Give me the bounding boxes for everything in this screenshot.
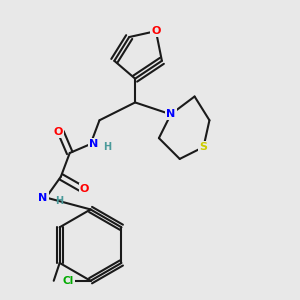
Text: Cl: Cl bbox=[63, 276, 74, 286]
Text: N: N bbox=[38, 193, 48, 202]
Text: O: O bbox=[53, 127, 62, 137]
Text: N: N bbox=[166, 109, 176, 119]
Text: H: H bbox=[55, 196, 63, 206]
Text: O: O bbox=[80, 184, 89, 194]
Text: H: H bbox=[103, 142, 111, 152]
Text: S: S bbox=[200, 142, 208, 152]
Text: N: N bbox=[89, 139, 98, 149]
Text: O: O bbox=[151, 26, 160, 36]
